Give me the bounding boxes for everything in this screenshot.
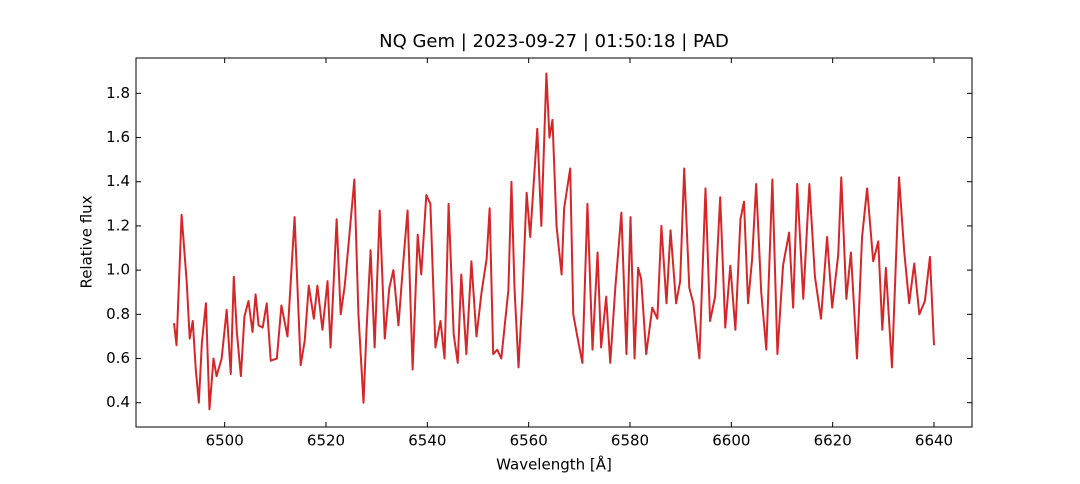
- y-tick-label: 0.4: [106, 393, 130, 411]
- chart-title: NQ Gem | 2023-09-27 | 01:50:18 | PAD: [379, 31, 729, 52]
- x-tick-label: 6600: [712, 432, 750, 450]
- x-tick-label: 6540: [408, 432, 446, 450]
- y-axis-label: Relative flux: [78, 195, 96, 288]
- y-tick-label: 0.8: [106, 305, 130, 323]
- y-tick-label: 1.4: [106, 172, 130, 190]
- x-tick-label: 6500: [206, 432, 244, 450]
- y-tick-label: 1.0: [106, 261, 130, 279]
- x-tick-label: 6520: [307, 432, 345, 450]
- y-tick-label: 1.2: [106, 216, 130, 234]
- x-tick-label: 6560: [510, 432, 548, 450]
- y-tick-label: 1.8: [106, 84, 130, 102]
- x-tick-label: 6640: [915, 432, 953, 450]
- y-tick-label: 0.6: [106, 349, 130, 367]
- spectrum-line: [173, 72, 935, 411]
- plot-frame: [135, 57, 973, 428]
- x-axis-label: Wavelength [Å]: [496, 455, 612, 474]
- x-tick-label: 6620: [814, 432, 852, 450]
- x-tick-label: 6580: [611, 432, 649, 450]
- y-tick-label: 1.6: [106, 128, 130, 146]
